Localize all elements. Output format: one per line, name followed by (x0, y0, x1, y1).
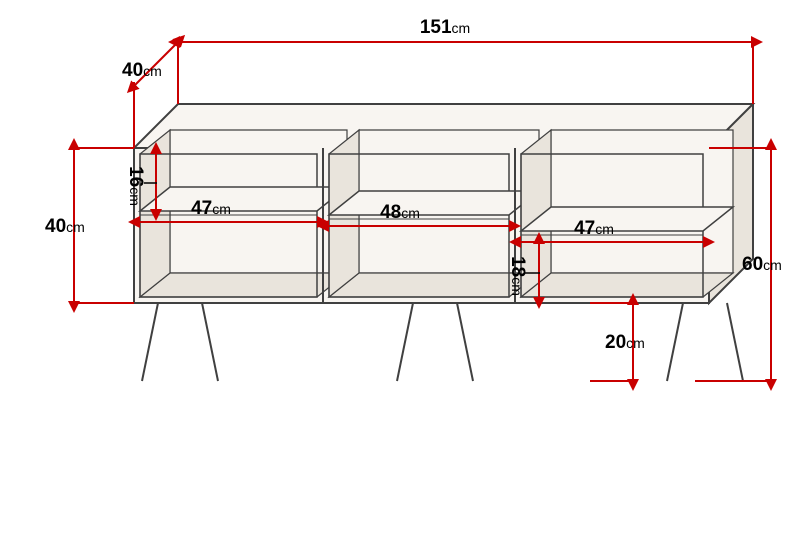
compartment-floor (521, 273, 733, 297)
dimension-label: 48cm (380, 202, 420, 223)
dimension-label: 60cm (742, 254, 782, 275)
dimension-label: 47cm (191, 198, 231, 219)
dimension-label: 20cm (605, 332, 645, 353)
furniture-dimension-diagram: 40cm 151cm 40cm 60cm 20cm 47cm 48cm 47cm 18cm 16c… (0, 0, 800, 533)
dimension-label: 151cm (420, 17, 470, 38)
dimension-label: 18cm (507, 256, 528, 296)
dimension-label: 40cm (122, 60, 162, 81)
compartment-back (551, 130, 733, 273)
shelf (140, 187, 347, 211)
dimension-label: 40cm (45, 216, 85, 237)
shelf (521, 207, 733, 231)
dimension-label: 16cm (125, 166, 146, 206)
dimension-label: 47cm (574, 218, 614, 239)
compartment-floor (140, 273, 347, 297)
shelf (329, 191, 539, 215)
